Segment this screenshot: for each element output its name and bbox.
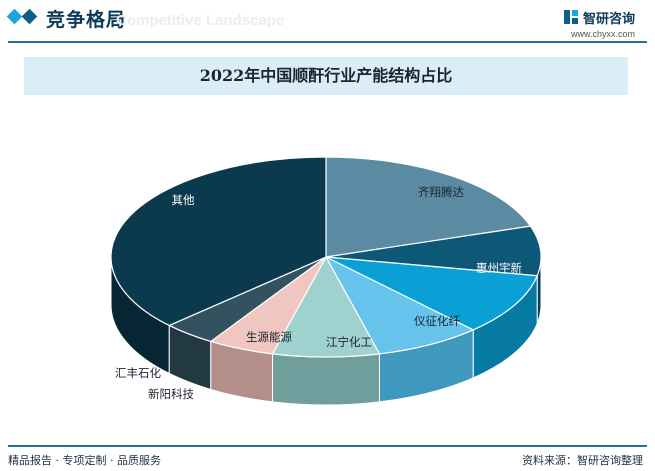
header-divider (8, 41, 647, 43)
section-title: 竞争格局 (46, 9, 127, 31)
pie-slice-1 (325, 225, 542, 277)
slice-label-7: 其他 (172, 193, 195, 207)
slice-label-5: 新阳科技 (148, 387, 194, 401)
section-subtitle: Competitive Landscape (116, 12, 285, 29)
brand-url: www.chyxx.com (571, 29, 636, 39)
pie-slice-3 (324, 255, 475, 355)
footer-divider (8, 445, 647, 447)
slice-label-0: 齐翔腾达 (418, 185, 464, 199)
pie-slice-2 (325, 256, 539, 331)
pie-side-4 (272, 353, 380, 406)
slice-label-6: 汇丰石化 (115, 366, 161, 380)
footer-source: 资料来源：智研咨询整理 (522, 454, 643, 467)
section-header: 竞争格局 Competitive Landscape 智研咨询 www.chyx… (0, 0, 655, 44)
slice-label-3: 江宁化工 (326, 335, 372, 349)
pie-slice-4 (271, 255, 381, 358)
pie-slice-0 (325, 156, 532, 258)
brand-name: 智研咨询 (583, 12, 636, 27)
brand-logo-icon (564, 10, 578, 24)
footer: 精品报告 · 专项定制 · 品质服务 资料来源：智研咨询整理 (0, 443, 655, 471)
chart-title: 2022年中国顺酐行业产能结构占比 (24, 57, 628, 95)
slice-label-4: 生源能源 (246, 330, 292, 344)
pie-slice-7 (110, 156, 327, 327)
slice-label-1: 惠州宇新 (476, 261, 522, 275)
slice-label-2: 仪征化纤 (414, 314, 460, 328)
footer-slogan: 精品报告 · 专项定制 · 品质服务 (8, 454, 161, 467)
